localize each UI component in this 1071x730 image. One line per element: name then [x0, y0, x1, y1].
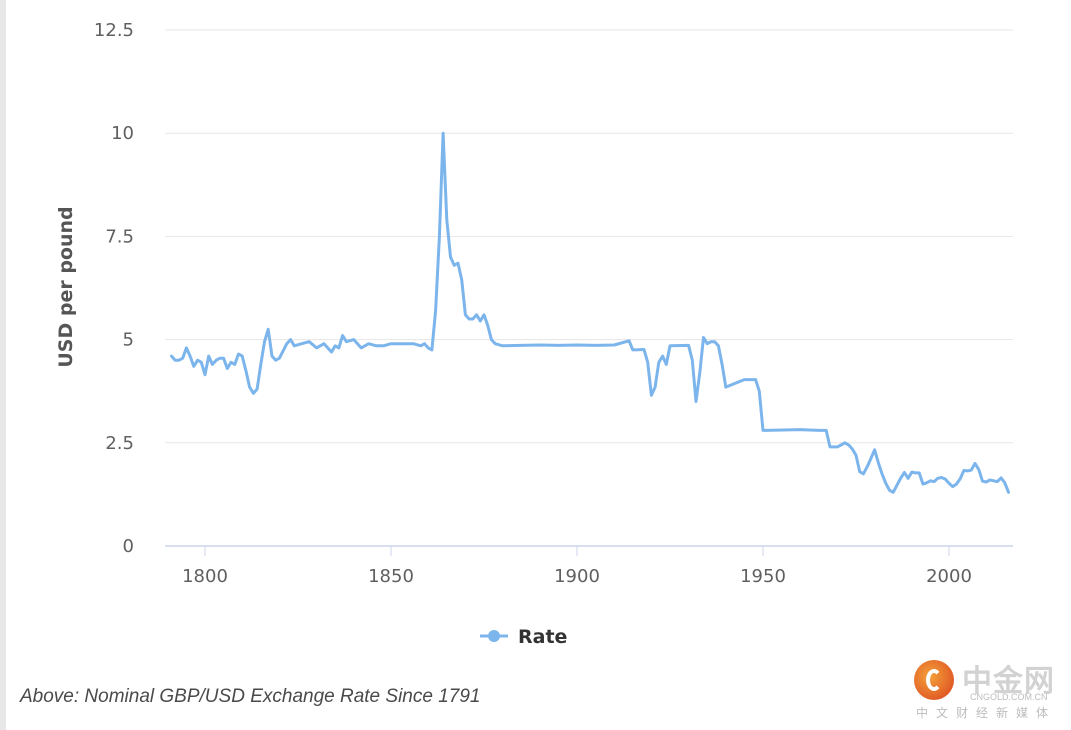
legend-label: Rate	[518, 626, 567, 648]
y-tick-label: 10	[111, 123, 134, 144]
watermark-domain: CNGOLD.COM.CN	[970, 692, 1048, 702]
watermark-tagline: 中文财经新媒体	[916, 706, 1057, 720]
x-tick-label: 2000	[926, 566, 972, 587]
y-tick-label: 5	[123, 330, 134, 351]
y-tick-label: 12.5	[94, 20, 134, 41]
y-axis-ticks: 0 2.5 5 7.5 10 12.5	[94, 20, 134, 557]
legend[interactable]: Rate	[480, 626, 567, 648]
x-axis-ticks: 1800 1850 1900 1950 2000	[182, 546, 972, 587]
watermark-name: 中金网	[962, 664, 1055, 699]
grid-lines	[165, 29, 1013, 444]
y-tick-label: 7.5	[105, 226, 134, 247]
y-tick-label: 2.5	[105, 433, 134, 454]
watermark-logo-icon	[914, 660, 954, 700]
watermark: 中金网 CNGOLD.COM.CN 中文财经新媒体	[910, 656, 1060, 720]
series-layer	[170, 131, 1010, 494]
x-tick-label: 1950	[740, 566, 786, 587]
x-tick-label: 1800	[182, 566, 228, 587]
x-tick-label: 1850	[368, 566, 414, 587]
caption: Above: Nominal GBP/USD Exchange Rate Sin…	[20, 686, 481, 707]
page-left-edge	[0, 0, 6, 730]
series-line	[170, 131, 1010, 494]
x-tick-label: 1900	[554, 566, 600, 587]
legend-marker	[488, 630, 500, 642]
y-tick-label: 0	[123, 536, 134, 557]
y-axis-label: USD per pound	[55, 206, 77, 367]
